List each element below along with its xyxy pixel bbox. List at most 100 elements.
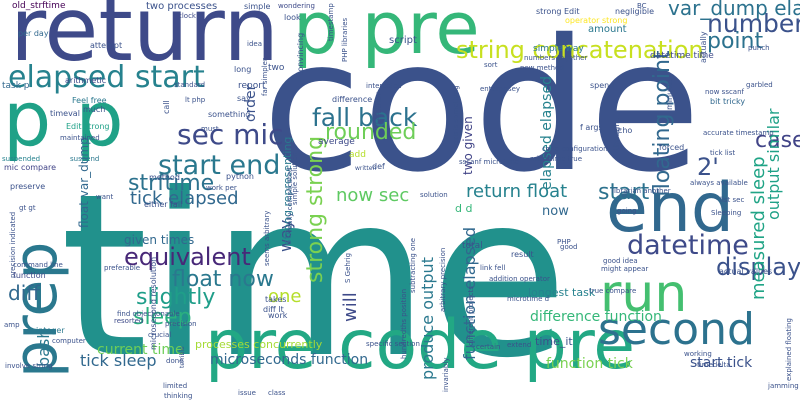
word-sleep: sleep <box>133 305 192 330</box>
word-microseconds-function: microseconds function <box>210 352 369 368</box>
word-sscanf-microtime: sscanf microtime <box>459 158 519 166</box>
word-bit-tricky: bit tricky <box>710 97 746 106</box>
word-look: look <box>284 13 301 22</box>
word-simple-way: simple way <box>533 44 584 54</box>
word-equivalent: equivalent <box>124 243 251 271</box>
word-report: report <box>238 81 266 91</box>
word-standard: standard <box>174 81 206 89</box>
word-rounded: rounded <box>325 120 417 145</box>
word-call: call <box>162 100 171 114</box>
word-spend: spend <box>590 81 615 90</box>
word-float-now: float now <box>172 267 274 292</box>
word-amount: amount <box>588 24 627 35</box>
word-difference-function: difference function <box>530 309 662 325</box>
word-invariably: invariably <box>442 357 450 392</box>
word-different-projects: different projects <box>467 286 475 346</box>
word-diff: diff <box>8 281 41 305</box>
word-thought: thought <box>612 118 621 150</box>
word-function: function <box>13 271 46 280</box>
word-s-gehrig: S Gehrig <box>344 252 352 283</box>
word-edit-strong: Edit strong <box>66 122 110 131</box>
word-idea: idea <box>247 40 262 48</box>
word-suspend: suspend <box>70 155 100 163</box>
word-timestamp: timestamp <box>327 3 335 41</box>
word-now-sec: now sec <box>336 185 410 206</box>
word-microtime-d: microtime d <box>507 295 550 303</box>
word-timeval: timeval <box>50 109 80 118</box>
word-negligible: negligible <box>615 7 655 16</box>
word-limited: limited <box>163 382 188 390</box>
word-def: def <box>372 162 385 171</box>
word-hundredths-position: hundredths position <box>400 288 408 359</box>
word-display: display <box>716 253 800 281</box>
word-convincing: convincing <box>296 32 305 76</box>
word-case: case <box>755 128 800 153</box>
word-end: end <box>606 169 735 248</box>
word-work-per: work per <box>206 184 237 192</box>
word-attempt: attempt <box>90 41 123 50</box>
word-must: must <box>201 125 219 133</box>
word-terrible: terrible <box>179 346 186 368</box>
word-computer: computer <box>52 337 86 345</box>
word-wondering: wondering <box>278 2 315 10</box>
word-done: done <box>166 357 184 365</box>
word-elapsed-elapsed: elapsed elapsed <box>539 76 555 190</box>
word-going: going <box>617 207 637 215</box>
word-p-pre: p pre <box>293 0 480 70</box>
word-simple: simple <box>244 2 271 11</box>
word-certain: certain <box>476 343 501 351</box>
word-float-var-dump: float var_dump <box>77 137 91 228</box>
word-add: add <box>349 150 366 160</box>
word-operator-strong: operator strong <box>565 16 628 25</box>
word-new-method: new method <box>520 64 564 72</box>
word-arithmetic: arithmetic <box>65 76 107 85</box>
word-php: PHP <box>557 238 571 246</box>
word-arbitrary-precision: arbitrary precision <box>439 247 447 312</box>
word-per-day: per day <box>18 29 49 38</box>
word-tick-elapsed: tick elapsed <box>130 188 239 209</box>
word-accurate-timestamp: accurate timestamp <box>703 129 774 137</box>
word-microtime-true: microtime true <box>530 155 583 163</box>
word-d-d: d d <box>455 202 473 215</box>
word-takes: takes <box>265 295 287 304</box>
word-echo: echo <box>613 126 633 135</box>
word-much: much <box>83 105 106 114</box>
word-code: code <box>262 0 701 212</box>
word-longest-task: longest task <box>528 286 596 299</box>
word-minutes: minutes <box>665 77 674 110</box>
word-diff-lt: diff lt <box>263 305 284 314</box>
word-actual-values: actual values <box>719 267 773 276</box>
word-suspended: suspended <box>2 155 41 163</box>
word-python: python <box>226 172 254 181</box>
word-punch: punch <box>748 44 770 52</box>
word-result: result <box>511 250 534 259</box>
word-mic-compare: mic compare <box>4 163 57 172</box>
word-p-p: p p <box>3 74 124 163</box>
word-seems-arbitrary: seems arbitrary <box>263 210 271 266</box>
word-preferable: preferable <box>104 264 141 272</box>
word-strong-strong: strong strong <box>303 135 328 283</box>
word-amp: amp <box>4 321 20 329</box>
word-casting: casting <box>373 98 381 124</box>
word-want: want <box>96 193 114 201</box>
word-two-given: two given <box>461 116 475 175</box>
word-strftime: strftime <box>128 171 215 196</box>
word-difference: difference <box>332 95 373 104</box>
word-numbers-together: numbers together <box>524 54 588 62</box>
word-start-end: start end <box>158 150 281 181</box>
word-script: script <box>389 35 417 46</box>
word-actually: actually <box>699 31 708 63</box>
word-solution: solution <box>420 191 448 199</box>
word-jamming: jamming <box>768 382 799 390</box>
word-run: run <box>600 264 688 324</box>
word-command-line: command line <box>13 261 63 269</box>
word-sleeping: Sleeping <box>711 209 742 217</box>
word-link-fell: link fell <box>480 264 506 272</box>
word-addition-operator: addition operator <box>489 275 550 283</box>
word-true-compare: true compare <box>589 287 637 295</box>
word-subtracting-one: subtracting one <box>409 237 417 293</box>
word-work: work <box>268 311 288 320</box>
word-exists-something: exists something <box>452 85 460 145</box>
word-thinking: thinking <box>164 392 193 400</box>
word-librarian-another: librarian another <box>612 187 671 195</box>
